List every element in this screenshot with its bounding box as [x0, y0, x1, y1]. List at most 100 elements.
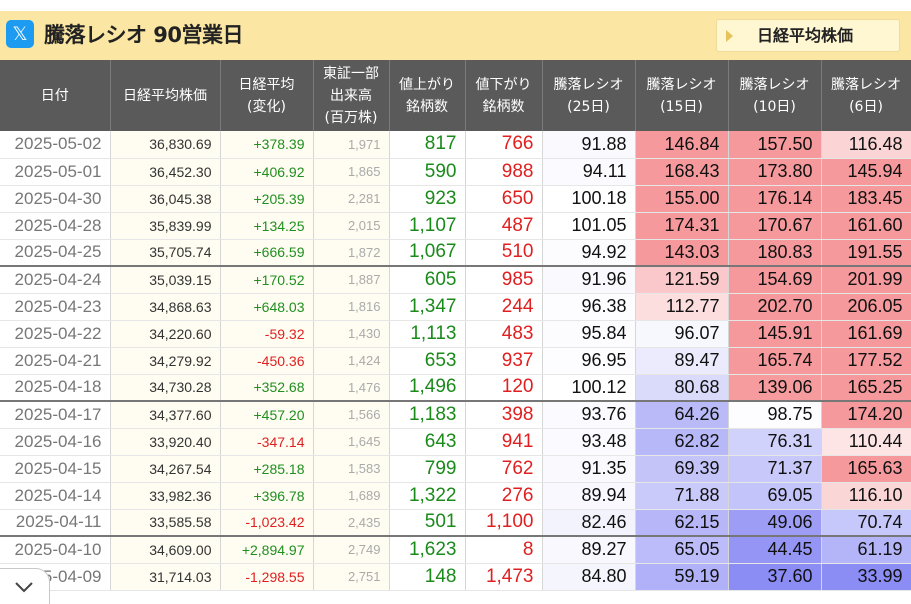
advances-cell: 1,623	[389, 536, 466, 564]
advances-cell: 1,347	[389, 293, 466, 321]
volume-cell: 1,424	[313, 347, 390, 375]
table-row: 2025-04-10 34,609.00 +2,894.97 2,749 1,623 8 8…	[0, 536, 911, 564]
change-cell: -347.14	[220, 428, 314, 456]
ratio-10-cell: 69.05	[728, 482, 822, 510]
advances-cell: 653	[389, 347, 466, 375]
table-row: 2025-04-21 34,279.92 -450.36 1,424 653 937 96.…	[0, 347, 911, 375]
ratio-10-cell: 170.67	[728, 212, 822, 240]
column-header-ratio-15: 騰落レシオ (15日)	[635, 60, 729, 131]
date-cell: 2025-04-18	[0, 374, 111, 402]
advances-cell: 817	[389, 131, 466, 159]
table-row: 2025-05-02 36,830.69 +378.39 1,971 817 766 91.…	[0, 131, 911, 159]
ratio-10-cell: 154.69	[728, 266, 822, 294]
ratio-15-cell: 174.31	[635, 212, 729, 240]
ratio-15-cell: 59.19	[635, 563, 729, 591]
ratio-6-cell: 183.45	[821, 185, 911, 213]
ratio-15-cell: 62.15	[635, 509, 729, 537]
ratio-10-cell: 139.06	[728, 374, 822, 402]
date-cell: 2025-04-30	[0, 185, 111, 213]
ratio-6-cell: 165.25	[821, 374, 911, 402]
change-cell: +457.20	[220, 401, 314, 429]
change-cell: +352.68	[220, 374, 314, 402]
date-cell: 2025-04-21	[0, 347, 111, 375]
ratio-6-cell: 145.94	[821, 158, 911, 186]
x-share-icon[interactable]: 𝕏	[6, 20, 34, 48]
nikkei-cell: 35,705.74	[110, 239, 221, 267]
nikkei-cell: 33,920.40	[110, 428, 221, 456]
ratio-6-cell: 177.52	[821, 347, 911, 375]
date-cell: 2025-04-11	[0, 509, 111, 537]
column-header-ratio-6: 騰落レシオ (6日)	[821, 60, 911, 131]
volume-cell: 1,971	[313, 131, 390, 159]
date-cell: 2025-04-15	[0, 455, 111, 483]
advances-cell: 1,322	[389, 482, 466, 510]
volume-cell: 2,749	[313, 536, 390, 564]
ratio-6-cell: 116.10	[821, 482, 911, 510]
ratio-15-cell: 64.26	[635, 401, 729, 429]
advances-cell: 799	[389, 455, 466, 483]
change-cell: +378.39	[220, 131, 314, 159]
ratio-25-cell: 94.92	[542, 239, 636, 267]
table-row: 2025-04-09 31,714.03 -1,298.55 2,751 148 1,47…	[0, 563, 911, 591]
date-cell: 2025-04-17	[0, 401, 111, 429]
nikkei-average-button[interactable]: 日経平均株価	[716, 19, 900, 52]
nikkei-cell: 34,868.63	[110, 293, 221, 321]
volume-cell: 2,015	[313, 212, 390, 240]
change-cell: -59.32	[220, 320, 314, 348]
ratio-10-cell: 157.50	[728, 131, 822, 159]
volume-cell: 1,645	[313, 428, 390, 456]
ratio-6-cell: 70.74	[821, 509, 911, 537]
advance-decline-table: 日付 日経平均株価 日経平均 (変化) 東証一部 出来高 (百万株) 値上がり 銘柄数 値下がり銘…	[0, 60, 911, 591]
ratio-15-cell: 155.00	[635, 185, 729, 213]
nikkei-cell: 36,452.30	[110, 158, 221, 186]
change-cell: +205.39	[220, 185, 314, 213]
ratio-6-cell: 201.99	[821, 266, 911, 294]
volume-cell: 1,689	[313, 482, 390, 510]
table-row: 2025-04-24 35,039.15 +170.52 1,887 605 985 91.…	[0, 266, 911, 294]
advances-cell: 1,107	[389, 212, 466, 240]
ratio-15-cell: 69.39	[635, 455, 729, 483]
declines-cell: 985	[465, 266, 543, 294]
collapse-button[interactable]	[0, 568, 50, 604]
declines-cell: 766	[465, 131, 543, 159]
declines-cell: 8	[465, 536, 543, 564]
nikkei-cell: 34,609.00	[110, 536, 221, 564]
ratio-10-cell: 76.31	[728, 428, 822, 456]
table-body: 2025-05-02 36,830.69 +378.39 1,971 817 766 91.…	[0, 131, 911, 591]
ratio-25-cell: 84.80	[542, 563, 636, 591]
declines-cell: 650	[465, 185, 543, 213]
column-header-nikkei: 日経平均株価	[110, 60, 221, 131]
change-cell: +396.78	[220, 482, 314, 510]
ratio-25-cell: 91.88	[542, 131, 636, 159]
volume-cell: 1,865	[313, 158, 390, 186]
advances-cell: 923	[389, 185, 466, 213]
declines-cell: 276	[465, 482, 543, 510]
table-row: 2025-04-30 36,045.38 +205.39 2,281 923 650 100…	[0, 185, 911, 213]
advances-cell: 1,496	[389, 374, 466, 402]
ratio-25-cell: 89.27	[542, 536, 636, 564]
column-header-advances: 値上がり 銘柄数	[389, 60, 466, 131]
table-row: 2025-04-28 35,839.99 +134.25 2,015 1,107 487 1…	[0, 212, 911, 240]
ratio-10-cell: 145.91	[728, 320, 822, 348]
ratio-10-cell: 98.75	[728, 401, 822, 429]
table-row: 2025-04-22 34,220.60 -59.32 1,430 1,113 483 95…	[0, 320, 911, 348]
change-cell: +285.18	[220, 455, 314, 483]
ratio-25-cell: 96.38	[542, 293, 636, 321]
declines-cell: 244	[465, 293, 543, 321]
change-cell: -450.36	[220, 347, 314, 375]
change-cell: +170.52	[220, 266, 314, 294]
ratio-6-cell: 174.20	[821, 401, 911, 429]
declines-cell: 483	[465, 320, 543, 348]
ratio-6-cell: 206.05	[821, 293, 911, 321]
nikkei-average-button-label: 日経平均株価	[757, 26, 854, 45]
ratio-15-cell: 80.68	[635, 374, 729, 402]
advances-cell: 643	[389, 428, 466, 456]
volume-cell: 2,751	[313, 563, 390, 591]
ratio-15-cell: 89.47	[635, 347, 729, 375]
ratio-10-cell: 202.70	[728, 293, 822, 321]
ratio-15-cell: 96.07	[635, 320, 729, 348]
date-cell: 2025-04-25	[0, 239, 111, 267]
nikkei-cell: 36,830.69	[110, 131, 221, 159]
volume-cell: 1,476	[313, 374, 390, 402]
chevron-down-icon	[15, 582, 33, 593]
